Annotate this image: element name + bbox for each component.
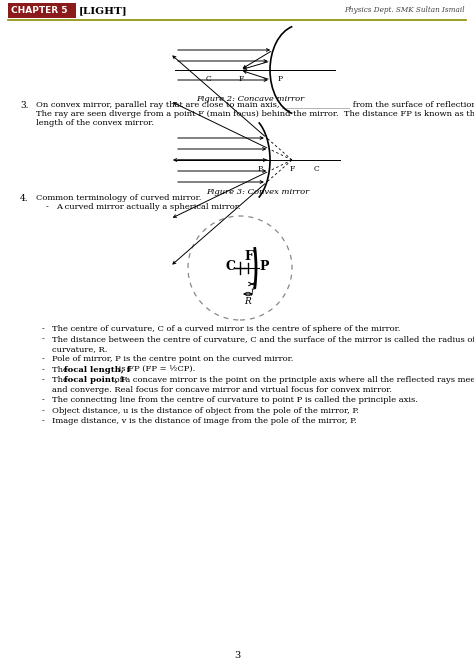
Text: Pole of mirror, P is the centre point on the curved mirror.: Pole of mirror, P is the centre point on… bbox=[52, 356, 293, 363]
Text: Physics Dept. SMK Sultan Ismail: Physics Dept. SMK Sultan Ismail bbox=[345, 7, 465, 15]
Text: Object distance, u is the distance of object from the pole of the mirror, P.: Object distance, u is the distance of ob… bbox=[52, 407, 359, 415]
Text: focal point, F: focal point, F bbox=[64, 377, 127, 385]
Text: P: P bbox=[257, 165, 263, 173]
Text: C: C bbox=[226, 259, 236, 273]
Text: Figure 3: Convex mirror: Figure 3: Convex mirror bbox=[207, 188, 310, 196]
Text: -: - bbox=[42, 417, 45, 425]
Text: -: - bbox=[42, 336, 45, 344]
Text: Common terminology of curved mirror.: Common terminology of curved mirror. bbox=[36, 194, 201, 202]
Text: focal length, f: focal length, f bbox=[64, 366, 130, 374]
Text: The: The bbox=[52, 377, 71, 385]
Text: CHAPTER 5: CHAPTER 5 bbox=[11, 6, 67, 15]
Text: of a concave mirror is the point on the principle axis where all the reflected r: of a concave mirror is the point on the … bbox=[112, 377, 474, 385]
Text: Figure 2: Concave mirror: Figure 2: Concave mirror bbox=[196, 95, 304, 103]
Text: A curved mirror actually a spherical mirror.: A curved mirror actually a spherical mir… bbox=[56, 203, 240, 211]
Text: The centre of curvature, C of a curved mirror is the centre of sphere of the mir: The centre of curvature, C of a curved m… bbox=[52, 325, 401, 333]
Text: F: F bbox=[238, 75, 244, 83]
Text: and converge. Real focus for concave mirror and virtual focus for convex mirror.: and converge. Real focus for concave mir… bbox=[52, 386, 392, 394]
Text: -: - bbox=[42, 397, 45, 405]
Text: The distance between the centre of curvature, C and the surface of the mirror is: The distance between the centre of curva… bbox=[52, 336, 474, 344]
Text: -: - bbox=[42, 377, 45, 385]
Text: 4.: 4. bbox=[20, 194, 28, 203]
Text: R: R bbox=[245, 297, 251, 306]
Text: f: f bbox=[250, 287, 254, 296]
Text: F: F bbox=[245, 249, 254, 263]
Text: C: C bbox=[314, 165, 320, 173]
Bar bbox=[8, 3, 76, 18]
Text: -: - bbox=[42, 407, 45, 415]
Text: -: - bbox=[42, 356, 45, 363]
Text: The ray are seen diverge from a point F (main focus) behind the mirror.  The dis: The ray are seen diverge from a point F … bbox=[36, 110, 474, 118]
Text: 3: 3 bbox=[234, 651, 240, 660]
Text: The connecting line from the centre of curvature to point P is called the princi: The connecting line from the centre of c… bbox=[52, 397, 418, 405]
Text: -: - bbox=[42, 325, 45, 333]
Text: length of the convex mirror.: length of the convex mirror. bbox=[36, 119, 154, 127]
Text: Image distance, v is the distance of image from the pole of the mirror, P.: Image distance, v is the distance of ima… bbox=[52, 417, 356, 425]
Text: P: P bbox=[259, 259, 269, 273]
Text: [LIGHT]: [LIGHT] bbox=[79, 6, 128, 15]
Text: On convex mirror, parallel ray that are close to main axis, ________________ fro: On convex mirror, parallel ray that are … bbox=[36, 101, 474, 109]
Text: P: P bbox=[277, 75, 283, 83]
Text: -: - bbox=[46, 203, 49, 211]
Text: C: C bbox=[206, 75, 212, 83]
Text: F: F bbox=[289, 165, 295, 173]
Text: 3.: 3. bbox=[20, 101, 28, 110]
Text: -: - bbox=[42, 366, 45, 374]
Text: is FP (FP = ½CP).: is FP (FP = ½CP). bbox=[116, 366, 195, 374]
Text: curvature, R.: curvature, R. bbox=[52, 345, 108, 353]
Text: The: The bbox=[52, 366, 71, 374]
